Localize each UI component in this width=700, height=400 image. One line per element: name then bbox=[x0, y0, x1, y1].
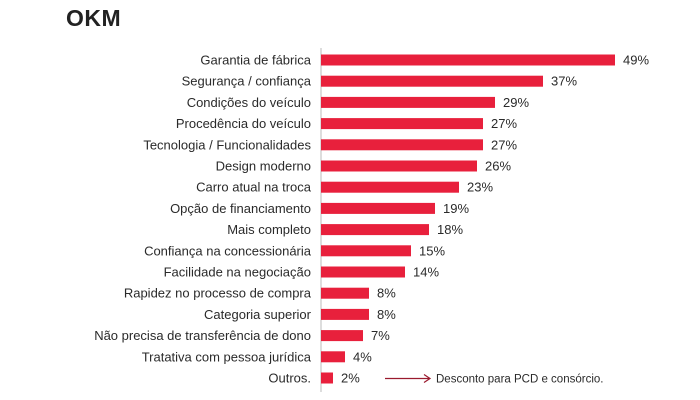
annotation-text: Desconto para PCD e consórcio. bbox=[436, 374, 603, 386]
category-label: Não precisa de transferência de dono bbox=[94, 328, 311, 343]
value-label: 37% bbox=[551, 74, 577, 89]
bar bbox=[321, 202, 435, 214]
value-label: 26% bbox=[485, 159, 511, 174]
value-label: 7% bbox=[371, 328, 390, 343]
category-label: Facilidade na negociação bbox=[164, 265, 311, 280]
value-label: 14% bbox=[413, 265, 439, 280]
chart-title: OKM bbox=[66, 5, 122, 31]
bar bbox=[321, 308, 369, 320]
category-label: Mais completo bbox=[227, 222, 311, 237]
bar bbox=[321, 330, 363, 342]
category-label: Design moderno bbox=[216, 159, 311, 174]
value-label: 29% bbox=[503, 95, 529, 110]
category-label: Tratativa com pessoa jurídica bbox=[142, 349, 312, 364]
bar bbox=[321, 139, 483, 151]
value-label: 19% bbox=[443, 201, 469, 216]
annotation-arrow-head bbox=[423, 374, 432, 383]
bar bbox=[321, 181, 459, 193]
category-label: Rapidez no processo de compra bbox=[124, 286, 312, 301]
value-label: 23% bbox=[467, 180, 493, 195]
category-label: Segurança / confiança bbox=[182, 74, 312, 89]
value-label: 8% bbox=[377, 286, 396, 301]
value-label: 49% bbox=[623, 53, 649, 68]
bar bbox=[321, 96, 495, 108]
category-label: Condições do veículo bbox=[187, 95, 311, 110]
value-label: 27% bbox=[491, 137, 517, 152]
bar bbox=[321, 118, 483, 130]
value-label: 2% bbox=[341, 371, 360, 386]
category-label: Outros. bbox=[268, 371, 311, 386]
category-label: Categoria superior bbox=[204, 307, 312, 322]
bar bbox=[321, 54, 615, 66]
value-label: 15% bbox=[419, 243, 445, 258]
bar bbox=[321, 351, 345, 363]
category-label: Tecnologia / Funcionalidades bbox=[143, 137, 311, 152]
bar bbox=[321, 372, 333, 384]
bar bbox=[321, 224, 429, 236]
bar bbox=[321, 245, 411, 257]
bar bbox=[321, 287, 369, 299]
category-label: Garantia de fábrica bbox=[200, 53, 311, 68]
bar bbox=[321, 266, 405, 278]
category-label: Opção de financiamento bbox=[170, 201, 311, 216]
value-label: 8% bbox=[377, 307, 396, 322]
category-label: Carro atual na troca bbox=[196, 180, 312, 195]
bar bbox=[321, 75, 543, 87]
bar bbox=[321, 160, 477, 172]
category-label: Procedência do veículo bbox=[176, 116, 311, 131]
value-label: 4% bbox=[353, 349, 372, 364]
category-label: Confiança na concessionária bbox=[144, 243, 312, 258]
value-label: 18% bbox=[437, 222, 463, 237]
value-label: 27% bbox=[491, 116, 517, 131]
